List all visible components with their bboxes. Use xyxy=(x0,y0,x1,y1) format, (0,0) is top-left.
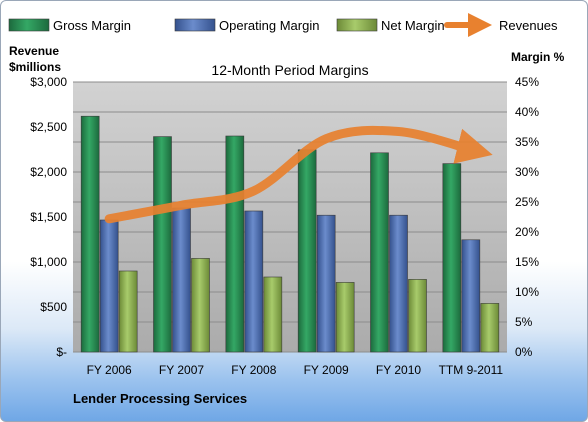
gross-margin-bar xyxy=(225,135,245,353)
category-label: FY 2008 xyxy=(231,363,276,377)
right-tick-label: 0% xyxy=(515,345,533,359)
left-tick-label: $2,500 xyxy=(30,120,67,134)
left-axis-title-line2: $millions xyxy=(9,60,61,74)
chart-title: 12-Month Period Margins xyxy=(211,62,368,78)
operating-margin-bar xyxy=(316,214,336,353)
gross-margin-bar xyxy=(442,163,462,353)
operating-margin-bar xyxy=(389,214,408,353)
net-margin-bar xyxy=(263,276,283,353)
category-label: FY 2007 xyxy=(159,363,204,377)
right-tick-label: 5% xyxy=(515,315,533,329)
category-label: FY 2010 xyxy=(376,363,421,377)
gridlines xyxy=(73,81,507,353)
operating-margin-bar xyxy=(99,219,119,353)
legend-label-revenues: Revenues xyxy=(499,18,558,33)
right-tick-label: 35% xyxy=(515,135,539,149)
left-tick-label: $500 xyxy=(40,300,67,314)
right-tick-label: 25% xyxy=(515,195,539,209)
left-tick-label: $1,500 xyxy=(30,210,67,224)
operating-margin-bar xyxy=(461,239,481,353)
left-tick-label: $- xyxy=(56,345,67,359)
legend: Gross Margin Operating Margin Net Margin Re… xyxy=(8,13,558,37)
legend-label-net-margin: Net Margin xyxy=(381,18,445,33)
plot-area xyxy=(73,82,507,352)
revenue-line xyxy=(104,125,493,224)
right-tick-label: 20% xyxy=(515,225,539,239)
right-tick-label: 30% xyxy=(515,165,539,179)
net-margin-bar xyxy=(408,279,427,353)
legend-label-operating-margin: Operating Margin xyxy=(219,18,319,33)
net-margin-bar xyxy=(118,270,138,353)
category-label: FY 2009 xyxy=(304,363,349,377)
operating-margin-bar xyxy=(244,210,264,353)
gross-margin-bar xyxy=(80,115,100,353)
category-label: FY 2006 xyxy=(87,363,132,377)
legend-swatch-gross-margin xyxy=(8,18,50,32)
legend-swatch-net-margin xyxy=(336,18,378,32)
right-tick-label: 40% xyxy=(515,105,539,119)
gross-margin-bar xyxy=(153,136,172,353)
right-axis-title: Margin % xyxy=(511,50,565,64)
legend-swatch-operating-margin xyxy=(174,18,216,32)
left-axis-ticks: $- $500 $1,000 $1,500 $2,000 $2,500 $3,000 xyxy=(30,75,67,359)
right-tick-label: 15% xyxy=(515,255,539,269)
right-tick-label: 10% xyxy=(515,285,539,299)
company-name: Lender Processing Services xyxy=(73,391,247,406)
category-labels: FY 2006 FY 2007 FY 2008 FY 2009 FY 2010 TTM 9… xyxy=(87,363,504,377)
gross-margin-bar xyxy=(370,152,389,353)
left-axis-title-line1: Revenue xyxy=(9,44,59,58)
operating-margin-bar xyxy=(172,207,191,353)
net-margin-bar xyxy=(191,258,210,353)
revenues-line xyxy=(104,125,493,224)
left-tick-label: $3,000 xyxy=(30,75,67,89)
right-axis-ticks: 0% 5% 10% 15% 20% 25% 30% 35% 40% 45% xyxy=(515,75,539,359)
legend-label-gross-margin: Gross Margin xyxy=(53,18,131,33)
bars xyxy=(80,115,500,353)
net-margin-bar xyxy=(480,303,500,353)
net-margin-bar xyxy=(335,282,355,353)
gross-margin-bar xyxy=(297,149,317,353)
category-label: TTM 9-2011 xyxy=(439,363,504,377)
left-tick-label: $2,000 xyxy=(30,165,67,179)
left-tick-label: $1,000 xyxy=(30,255,67,269)
right-tick-label: 45% xyxy=(515,75,539,89)
